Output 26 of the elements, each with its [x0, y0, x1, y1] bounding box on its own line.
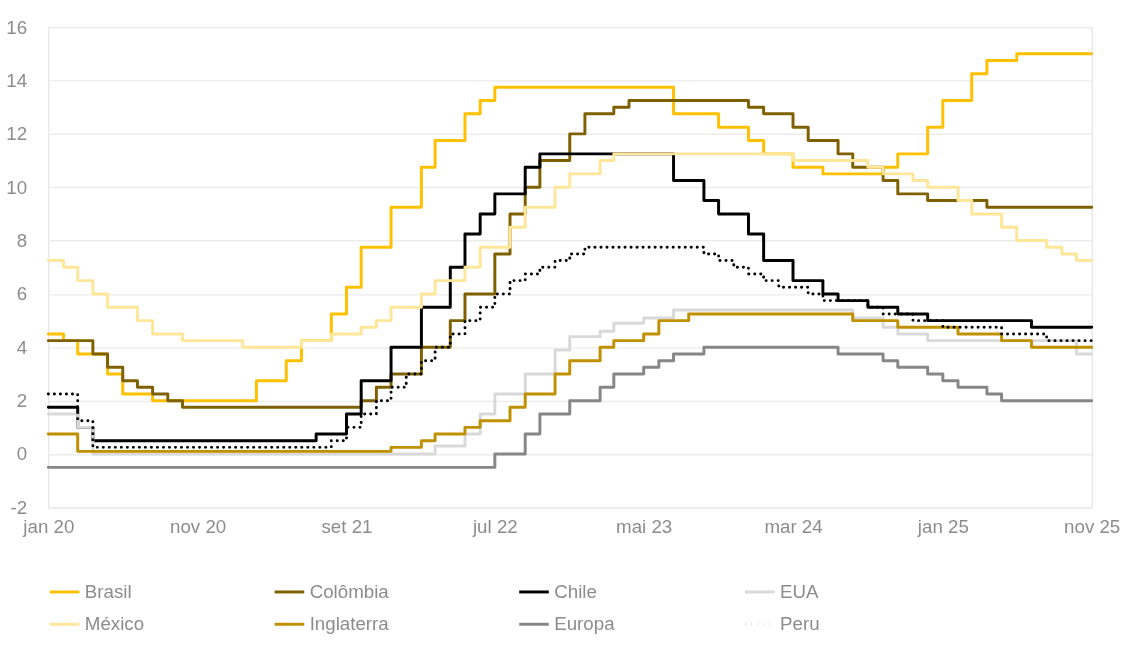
legend-label: Colômbia: [309, 580, 390, 602]
legend-label: Chile: [554, 580, 597, 602]
y-tick-label: 2: [16, 390, 28, 412]
legend-label: Peru: [780, 613, 820, 635]
x-tick-label: mar 24: [764, 515, 823, 537]
y-tick-label: 0: [16, 443, 28, 465]
x-tick-label: jan 20: [22, 515, 75, 537]
y-tick-label: 4: [16, 336, 28, 358]
x-tick-label: nov 25: [1064, 515, 1121, 537]
y-tick-label: -2: [10, 496, 28, 518]
y-tick-label: 16: [6, 16, 28, 38]
x-tick-label: mai 23: [616, 515, 673, 537]
legend-label: México: [84, 613, 145, 635]
y-tick-label: 14: [6, 69, 28, 91]
y-tick-label: 6: [16, 283, 28, 305]
y-tick-label: 10: [6, 176, 28, 198]
legend-label: Brasil: [84, 580, 132, 602]
legend-label: Inglaterra: [309, 613, 390, 635]
legend-label: Europa: [554, 613, 616, 635]
x-tick-label: set 21: [321, 515, 373, 537]
legend-label: EUA: [780, 580, 820, 602]
x-tick-label: nov 20: [170, 515, 227, 537]
y-tick-label: 8: [16, 230, 28, 251]
x-tick-label: jul 22: [471, 515, 518, 537]
x-tick-label: jan 25: [916, 515, 969, 537]
y-tick-label: 12: [6, 123, 28, 145]
